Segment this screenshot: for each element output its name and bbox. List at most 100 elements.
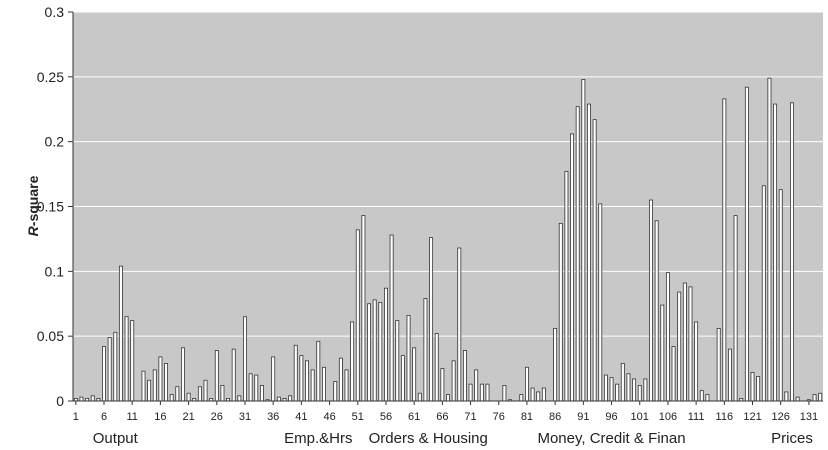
bar xyxy=(575,106,580,402)
bar xyxy=(609,377,614,402)
bar xyxy=(519,394,524,402)
x-tick-label: 36 xyxy=(267,411,279,423)
bar xyxy=(502,385,507,402)
bar xyxy=(756,375,761,402)
bar xyxy=(474,369,479,402)
bar xyxy=(677,291,682,402)
x-tick-label: 56 xyxy=(380,411,392,423)
x-tick-label: 101 xyxy=(631,411,649,423)
bar xyxy=(553,327,558,402)
bar xyxy=(587,103,591,402)
x-tick-label: 116 xyxy=(716,411,734,423)
bar xyxy=(705,394,710,402)
bar xyxy=(649,199,653,402)
bar xyxy=(761,185,766,402)
bar xyxy=(305,360,309,402)
bar xyxy=(130,320,135,402)
x-tick-label: 26 xyxy=(211,411,223,423)
group-label: Prices xyxy=(771,430,813,447)
bar xyxy=(113,331,118,402)
x-tick-label: 11 xyxy=(126,411,137,423)
x-tick-label: 61 xyxy=(408,411,420,423)
bar xyxy=(665,272,670,402)
bar xyxy=(733,215,738,402)
bar xyxy=(767,77,772,402)
bar xyxy=(643,378,648,402)
group-label: Output xyxy=(93,430,139,447)
bar xyxy=(429,237,434,402)
y-tick-label: 0.15 xyxy=(37,199,64,215)
bar xyxy=(372,299,377,402)
bar xyxy=(220,385,225,402)
bar xyxy=(406,315,411,402)
bar xyxy=(790,102,794,402)
bar xyxy=(541,387,546,402)
bar xyxy=(141,370,146,402)
bar xyxy=(530,387,535,402)
bar xyxy=(558,222,563,402)
x-tick-label: 21 xyxy=(182,411,194,423)
bar xyxy=(795,396,800,402)
bar xyxy=(468,383,473,402)
bar xyxy=(620,362,625,402)
bar xyxy=(485,383,490,402)
bar xyxy=(784,391,789,402)
bar xyxy=(536,391,541,402)
bar xyxy=(158,356,163,402)
bar xyxy=(637,385,642,402)
bar xyxy=(197,386,202,402)
bar xyxy=(564,171,569,402)
bar xyxy=(107,337,112,402)
x-tick-label: 91 xyxy=(577,411,589,423)
bar xyxy=(615,383,620,402)
bar xyxy=(525,366,529,402)
bar xyxy=(417,392,422,402)
bar xyxy=(259,385,264,402)
bar xyxy=(118,265,123,402)
group-labels: Output Emp.&Hrs Orders & Housing Money, Cre… xyxy=(93,430,813,447)
bar xyxy=(598,203,603,402)
bar xyxy=(231,348,236,402)
x-tick-label: 31 xyxy=(239,411,251,423)
bar xyxy=(333,381,338,402)
bar xyxy=(271,356,276,402)
bar xyxy=(79,396,84,402)
bar xyxy=(237,395,242,402)
bar xyxy=(440,368,445,402)
x-tick-label: 126 xyxy=(772,411,790,423)
bar xyxy=(688,286,693,402)
bar xyxy=(90,395,95,402)
bar xyxy=(694,321,699,402)
x-tick-label: 6 xyxy=(101,411,107,423)
x-tick-label: 41 xyxy=(295,411,307,423)
bar xyxy=(124,316,129,402)
y-axis-label: R-square xyxy=(25,175,41,236)
y-tick-label: 0 xyxy=(56,393,64,409)
group-label: Money, Credit & Finan xyxy=(537,430,685,447)
bar xyxy=(164,362,168,402)
bar xyxy=(626,373,631,402)
bar xyxy=(293,344,298,402)
x-tick-label: 111 xyxy=(688,411,705,423)
x-tick-label: 66 xyxy=(436,411,448,423)
x-tick-label: 16 xyxy=(154,411,166,423)
bar xyxy=(750,372,755,402)
bar xyxy=(457,247,462,402)
group-label: Orders & Housing xyxy=(369,430,488,447)
bar xyxy=(581,79,586,402)
y-tick-label: 0.3 xyxy=(45,4,65,20)
x-tick-label: 121 xyxy=(743,411,761,423)
bar xyxy=(344,369,349,402)
bar xyxy=(203,379,208,402)
bar xyxy=(451,360,456,402)
bar xyxy=(355,229,360,402)
bar xyxy=(592,119,597,402)
x-axis-ticks: 1 6 11 16 21 26 31 36 41 46 51 56 61 66 71 76 81 86 91 96 10… xyxy=(73,401,828,423)
bar xyxy=(384,287,388,402)
bar xyxy=(175,386,180,402)
bar xyxy=(603,374,608,402)
y-tick-label: 0.05 xyxy=(37,328,64,344)
bar xyxy=(632,378,637,402)
bar xyxy=(462,350,467,402)
